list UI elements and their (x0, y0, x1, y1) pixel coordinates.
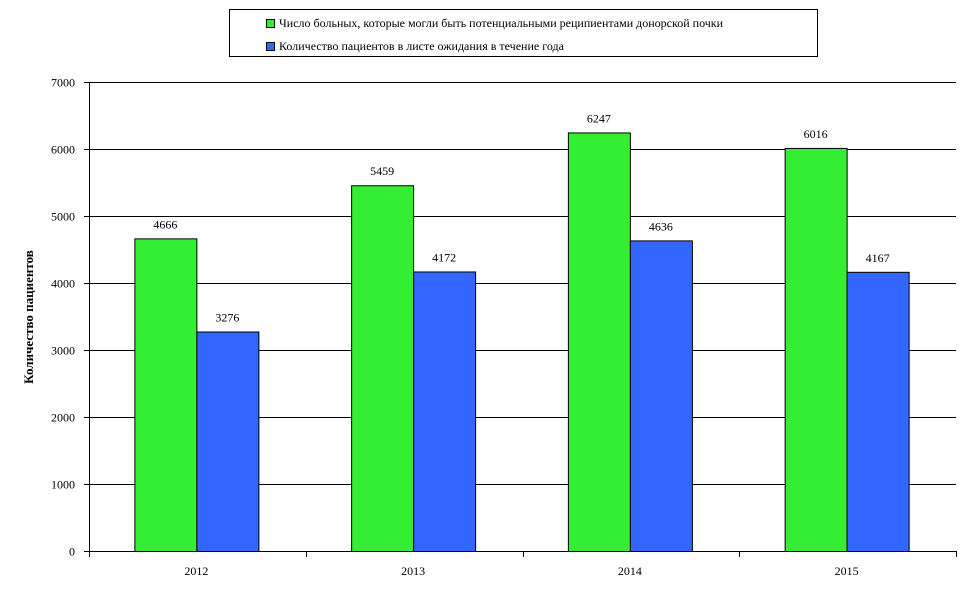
bar-potential-recipients-2015 (785, 148, 847, 551)
bar-waiting-list-2015 (847, 272, 909, 551)
y-tick-label: 2000 (51, 411, 75, 425)
y-tick-label: 3000 (51, 344, 75, 358)
bars (135, 133, 909, 552)
y-tick-label: 7000 (51, 76, 75, 90)
data-label: 6016 (804, 127, 828, 141)
bar-chart: 4666 3276 5459 4172 6247 4636 6016 4167 0 1000 20… (0, 0, 972, 606)
legend-item-waiting-list: Количество пациентов в листе ожидания в … (266, 39, 564, 53)
data-label: 6247 (587, 111, 611, 125)
y-tick-label: 1000 (51, 478, 75, 492)
bar-waiting-list-2012 (197, 332, 259, 551)
bar-potential-recipients-2014 (568, 133, 630, 552)
legend-label-waiting-list: Количество пациентов в листе ожидания в … (279, 39, 564, 54)
data-label: 4636 (649, 219, 673, 233)
data-label: 3276 (215, 311, 239, 325)
x-tick-label: 2013 (401, 564, 425, 578)
y-tick-label: 4000 (51, 277, 75, 291)
bar-potential-recipients-2012 (135, 239, 197, 552)
x-tick-labels: 2012 2013 2014 2015 (184, 564, 858, 578)
legend-label-potential-recipients: Число больных, которые могли быть потенц… (279, 16, 723, 31)
legend-swatch-blue (266, 42, 275, 51)
bar-waiting-list-2014 (630, 241, 692, 552)
legend-item-potential-recipients: Число больных, которые могли быть потенц… (266, 16, 723, 30)
data-label: 4172 (432, 250, 456, 264)
x-tick-label: 2012 (184, 564, 208, 578)
data-label: 4167 (866, 251, 890, 265)
legend: Число больных, которые могли быть потенц… (229, 9, 818, 57)
bar-potential-recipients-2013 (352, 186, 414, 552)
y-tick-label: 6000 (51, 143, 75, 157)
data-label: 4666 (153, 217, 177, 231)
data-label: 5459 (370, 164, 394, 178)
x-tick-label: 2014 (618, 564, 642, 578)
y-tick-label: 0 (69, 545, 75, 559)
y-tick-label: 5000 (51, 210, 75, 224)
bar-waiting-list-2013 (414, 272, 476, 552)
data-labels: 4666 3276 5459 4172 6247 4636 6016 4167 (153, 111, 889, 324)
legend-swatch-green (266, 19, 275, 28)
y-tick-labels: 0 1000 2000 3000 4000 5000 6000 7000 (51, 76, 75, 559)
y-axis-label: Количество пациентов (21, 250, 37, 384)
x-tick-label: 2015 (835, 564, 859, 578)
